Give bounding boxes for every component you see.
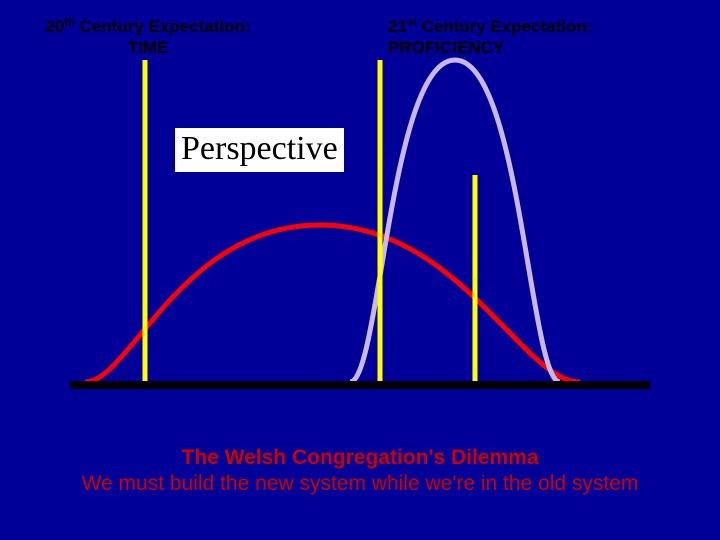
curve-red-wide	[85, 225, 580, 382]
distribution-chart	[60, 50, 660, 410]
caption-sub: We must build the new system while we're…	[0, 472, 720, 496]
caption: The Welsh Congregation's Dilemma We must…	[0, 446, 720, 496]
header-right-line1: 21st Century Expectation:	[388, 17, 592, 36]
header-left-line1: 20th Century Expectation:	[45, 17, 250, 36]
caption-title: The Welsh Congregation's Dilemma	[0, 446, 720, 470]
perspective-label: Perspective	[175, 128, 344, 172]
